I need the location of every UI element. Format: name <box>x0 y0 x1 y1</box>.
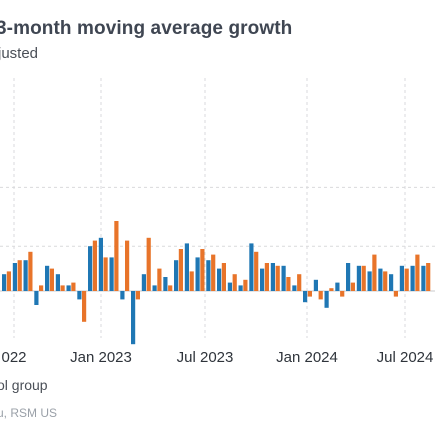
bar-blue <box>324 291 329 308</box>
chart-subtitle: justed <box>0 45 39 62</box>
bar-blue <box>141 274 146 291</box>
bar-orange <box>221 263 226 291</box>
bar-orange <box>60 285 65 291</box>
bar-blue <box>217 268 222 291</box>
source-note: u, RSM US <box>0 406 58 420</box>
bar-blue <box>109 257 114 291</box>
bar-blue <box>335 282 340 291</box>
bar-blue <box>55 274 60 291</box>
bar-blue <box>367 271 372 291</box>
bar-blue <box>303 291 308 303</box>
chart-title: 3-month moving average growth <box>0 18 293 39</box>
bar-blue <box>163 277 168 291</box>
bar-blue <box>292 285 297 291</box>
bar-blue <box>45 265 50 291</box>
bar-blue <box>77 291 82 300</box>
bar-blue <box>131 291 136 345</box>
bar-orange <box>49 268 54 291</box>
bar-orange <box>211 254 216 291</box>
bar-blue <box>260 268 265 291</box>
bar-orange <box>71 282 76 291</box>
bar-blue <box>346 263 351 291</box>
bar-orange <box>103 257 108 291</box>
bar-blue <box>195 257 200 291</box>
bar-orange <box>404 268 409 291</box>
bar-orange <box>157 268 162 291</box>
bar-orange <box>372 254 377 291</box>
bar-orange <box>6 271 11 291</box>
bar-blue <box>184 243 189 291</box>
bar-orange <box>307 291 312 297</box>
x-tick-label: 022 <box>1 349 26 366</box>
bar-orange <box>361 265 366 291</box>
bar-orange <box>426 263 431 291</box>
gridlines <box>0 78 435 338</box>
bar-orange <box>92 240 97 291</box>
bar-orange <box>232 274 237 291</box>
bar-blue <box>98 237 103 291</box>
bar-orange <box>125 240 130 291</box>
bar-blue <box>281 265 286 291</box>
x-tick-label: Jan 2023 <box>70 349 132 366</box>
bar-blue <box>2 274 7 291</box>
bar-orange <box>17 260 22 291</box>
bar-orange <box>82 291 87 322</box>
bar-blue <box>313 279 318 291</box>
bar-blue <box>152 285 157 291</box>
bar-blue <box>227 282 232 291</box>
bar-orange <box>340 291 345 297</box>
bar-orange <box>415 254 420 291</box>
bar-blue <box>88 246 93 291</box>
bars <box>2 221 431 345</box>
bar-blue <box>238 285 243 291</box>
bar-blue <box>206 260 211 291</box>
bar-blue <box>120 291 125 300</box>
bar-blue <box>23 260 28 291</box>
x-tick-label: Jan 2024 <box>276 349 338 366</box>
legend-label: ol group <box>0 377 48 393</box>
bar-orange <box>178 249 183 291</box>
bar-orange <box>114 221 119 291</box>
bar-orange <box>189 271 194 291</box>
bar-orange <box>135 291 140 300</box>
bar-orange <box>264 263 269 291</box>
bar-orange <box>275 265 280 291</box>
bar-orange <box>318 291 323 300</box>
bar-blue <box>421 265 426 291</box>
bar-orange <box>39 285 44 291</box>
x-tick-label: Jul 2023 <box>177 349 234 366</box>
bar-orange <box>168 285 173 291</box>
bar-blue <box>34 291 39 305</box>
bar-blue <box>174 260 179 291</box>
x-axis-tick-labels: 022 Jan 2023 Jul 2023 Jan 2024 Jul 2024 <box>1 349 433 366</box>
bar-orange <box>146 237 151 291</box>
bar-orange <box>350 282 355 291</box>
bar-blue <box>66 285 71 291</box>
bar-blue <box>389 274 394 291</box>
bar-orange <box>243 279 248 291</box>
bar-orange <box>383 271 388 291</box>
bar-orange <box>200 249 205 291</box>
bar-blue <box>356 265 361 291</box>
bar-blue <box>270 263 275 291</box>
bar-orange <box>393 291 398 297</box>
bar-orange <box>329 288 334 291</box>
bar-blue <box>12 263 17 291</box>
bar-orange <box>28 251 33 291</box>
bar-orange <box>254 251 259 291</box>
bar-blue <box>410 265 415 291</box>
bar-blue <box>399 265 404 291</box>
x-tick-label: Jul 2024 <box>377 349 434 366</box>
bar-blue <box>378 268 383 291</box>
bar-blue <box>249 243 254 291</box>
bar-orange <box>286 277 291 291</box>
bar-orange <box>297 274 302 291</box>
